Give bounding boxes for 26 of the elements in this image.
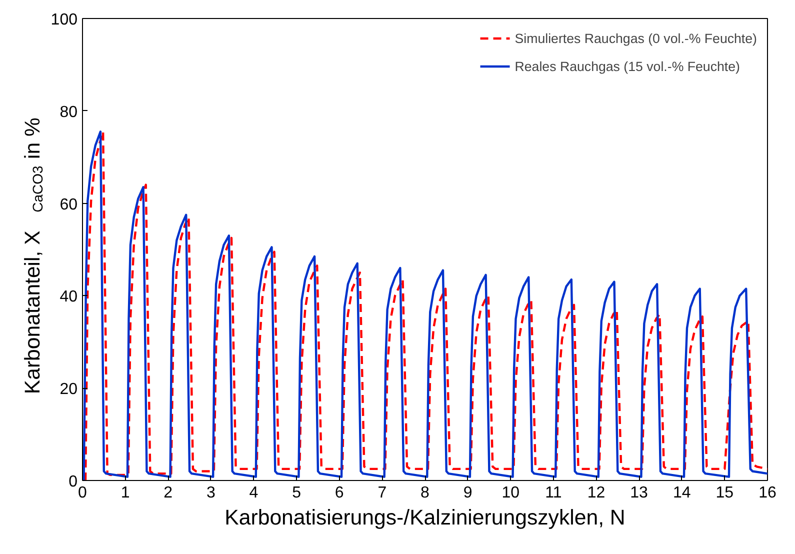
x-tick-label: 3: [206, 484, 216, 502]
x-tick-label: 8: [420, 484, 430, 502]
x-tick-label: 16: [758, 484, 776, 502]
y-tick-label: 40: [60, 288, 78, 306]
y-axis-title: Karbonatanteil, XCaCO3 in %: [20, 118, 46, 394]
x-tick-label: 14: [672, 484, 691, 502]
y-tick-label: 0: [68, 474, 78, 490]
x-tick-label: 2: [164, 484, 173, 502]
y-tick-label: 80: [60, 104, 78, 121]
x-tick-label: 13: [630, 484, 648, 502]
legend-label: Reales Rauchgas (15 vol.-% Feuchte): [514, 58, 740, 74]
y-tick-label: 60: [60, 196, 78, 214]
x-tick-label: 12: [587, 484, 606, 502]
x-tick-label: 10: [502, 484, 520, 502]
y-tick-label: 100: [50, 12, 78, 28]
x-tick-label: 7: [378, 484, 387, 502]
x-tick-label: 11: [545, 484, 562, 502]
x-tick-label: 4: [249, 484, 258, 502]
x-tick-label: 5: [292, 484, 302, 502]
y-tick-label: 20: [60, 381, 78, 398]
x-tick-label: 1: [120, 484, 130, 502]
x-axis-title: Karbonatisierungs-/Kalzinierungszyklen, N: [224, 506, 626, 530]
x-tick-label: 9: [463, 484, 472, 502]
x-tick-label: 15: [716, 484, 734, 502]
legend-label: Simuliertes Rauchgas (0 vol.-% Feuchte): [514, 30, 757, 46]
x-tick-label: 6: [334, 484, 344, 502]
